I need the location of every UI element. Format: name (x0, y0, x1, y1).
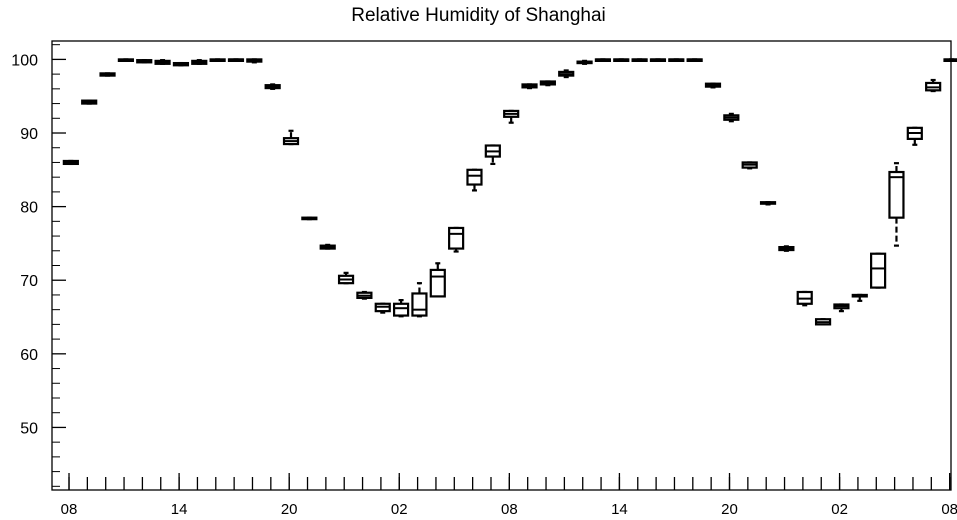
box (209, 58, 226, 63)
box (539, 80, 556, 87)
box (392, 298, 410, 318)
box-iqr (888, 170, 905, 219)
x-tick-label: 08 (501, 501, 518, 518)
box (723, 112, 740, 123)
box (668, 58, 685, 63)
box-iqr (429, 268, 446, 298)
box (759, 201, 777, 206)
box (466, 168, 483, 192)
x-tick-label: 20 (721, 501, 738, 518)
y-tick-label: 50 (20, 420, 38, 437)
box (704, 82, 722, 89)
box (870, 252, 887, 289)
box-iqr (466, 168, 483, 186)
box-iqr (411, 292, 428, 317)
box (99, 72, 116, 77)
box (319, 243, 336, 250)
box (337, 271, 355, 285)
box (521, 83, 538, 90)
box (558, 69, 575, 79)
box (81, 99, 98, 105)
box (246, 58, 263, 64)
x-tick-label: 20 (281, 501, 298, 518)
box (172, 61, 190, 67)
box-iqr (448, 226, 465, 250)
box (411, 282, 428, 318)
box (227, 58, 245, 63)
box (741, 161, 758, 170)
y-minor-ticks (52, 44, 60, 487)
box (576, 59, 593, 65)
box (356, 290, 373, 300)
chart-title: Relative Humidity of Shanghai (351, 5, 606, 26)
box (429, 262, 446, 298)
x-tick-label: 08 (61, 501, 78, 518)
box (264, 83, 281, 90)
x-tick-label: 14 (171, 501, 188, 518)
box (925, 78, 942, 93)
x-tick-label: 14 (611, 501, 628, 518)
box (796, 290, 813, 307)
box (778, 245, 795, 252)
box (282, 129, 300, 146)
box (117, 58, 134, 63)
box (943, 58, 957, 63)
box (62, 159, 79, 166)
x-axis: 08 14 20 02 08 14 20 02 08 (61, 473, 957, 518)
x-tick-label: 02 (831, 501, 848, 518)
y-tick-label: 90 (20, 126, 38, 143)
box (374, 302, 391, 314)
box (136, 59, 153, 64)
box (686, 58, 703, 63)
y-axis: 50 60 70 80 90 100 (11, 52, 66, 437)
box-iqr (392, 302, 410, 317)
box (851, 293, 868, 302)
x-tick-label: 08 (941, 501, 957, 518)
box (833, 303, 850, 313)
y-tick-label: 70 (20, 273, 38, 290)
box (154, 59, 171, 65)
box (649, 58, 667, 63)
box (613, 58, 630, 63)
box (484, 144, 501, 166)
box (631, 58, 648, 63)
y-tick-label: 80 (20, 200, 38, 217)
boxes (62, 58, 957, 326)
plot-frame (51, 40, 952, 491)
y-tick-label: 100 (11, 52, 38, 69)
box (906, 126, 923, 146)
x-tick-label: 02 (391, 501, 408, 518)
box-iqr (870, 252, 887, 289)
box (814, 318, 832, 326)
box (594, 58, 612, 63)
box (301, 216, 318, 221)
box (191, 59, 208, 65)
box (503, 109, 520, 124)
y-tick-label: 60 (20, 347, 38, 364)
box (888, 162, 905, 247)
box (448, 226, 465, 253)
